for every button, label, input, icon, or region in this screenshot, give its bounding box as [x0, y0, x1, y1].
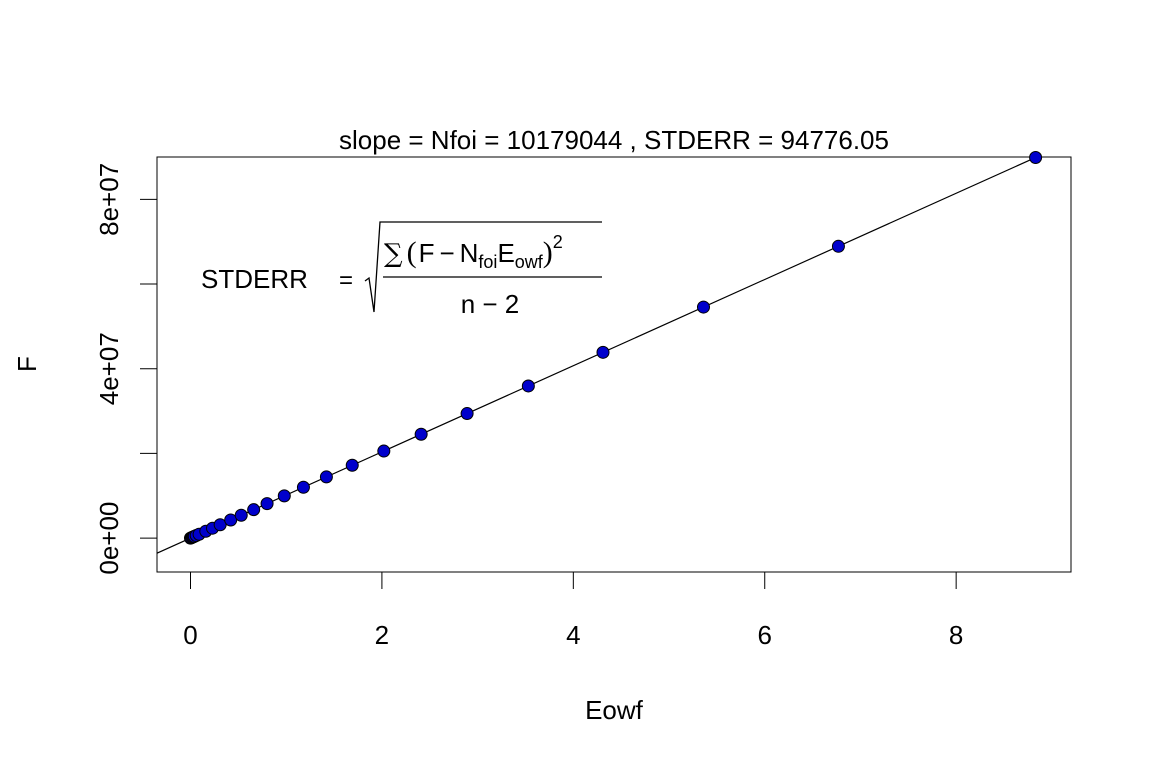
- y-tick-label: 0e+00: [94, 502, 124, 575]
- data-points: [183, 151, 1043, 545]
- fit-line-group: [157, 157, 1039, 554]
- x-tick-label: 0: [183, 620, 197, 650]
- open-paren: (: [407, 236, 417, 269]
- data-point: [345, 458, 359, 472]
- data-point: [224, 513, 238, 527]
- data-point: [414, 427, 428, 441]
- x-tick-label: 4: [566, 620, 580, 650]
- data-point: [521, 379, 535, 393]
- subscript-foi: foi: [478, 252, 497, 272]
- sqrt-sign: [364, 221, 602, 313]
- data-point: [696, 300, 710, 314]
- data-point: [247, 503, 261, 517]
- term-e: E: [497, 238, 514, 268]
- x-axis: 0 2 4 6 8: [183, 571, 963, 650]
- data-point: [319, 470, 333, 484]
- term-f: F: [419, 238, 435, 268]
- data-point: [296, 480, 310, 494]
- y-tick-label: 8e+07: [94, 163, 124, 236]
- formula-equals: =: [339, 267, 353, 294]
- formula-denominator: n − 2: [461, 289, 520, 319]
- formula-lhs: STDERR: [201, 264, 308, 294]
- y-axis-label: F: [12, 356, 42, 372]
- data-point: [277, 489, 291, 503]
- data-point: [234, 508, 248, 522]
- minus-sign: −: [439, 238, 454, 268]
- plot-frame-group: [156, 156, 1072, 573]
- subscript-owf: owf: [515, 252, 544, 272]
- formula-numerator: ∑ (F − NfoiEowf)2: [384, 232, 563, 272]
- data-point: [596, 345, 610, 359]
- stderr-formula: STDERR = ∑ (F − NfoiEowf)2 n − 2: [201, 221, 602, 319]
- data-point: [831, 239, 845, 253]
- y-tick-label: 4e+07: [94, 332, 124, 405]
- plot-frame: [156, 156, 1072, 573]
- x-tick-label: 2: [375, 620, 389, 650]
- x-axis-label: Eowf: [585, 695, 644, 725]
- chart-title: slope = Nfoi = 10179044 , STDERR = 94776…: [339, 125, 889, 155]
- term-n: N: [460, 238, 479, 268]
- close-paren: ): [543, 236, 553, 269]
- regression-line: [157, 157, 1039, 554]
- data-point: [460, 407, 474, 421]
- data-point: [260, 497, 274, 511]
- x-tick-label: 8: [949, 620, 963, 650]
- superscript-2: 2: [553, 232, 563, 252]
- sum-symbol: ∑: [384, 239, 403, 269]
- data-point: [377, 444, 391, 458]
- y-axis: 0e+00 4e+07 8e+07: [94, 163, 158, 575]
- data-point: [1029, 151, 1043, 165]
- x-tick-label: 6: [758, 620, 772, 650]
- data-point: [213, 518, 227, 532]
